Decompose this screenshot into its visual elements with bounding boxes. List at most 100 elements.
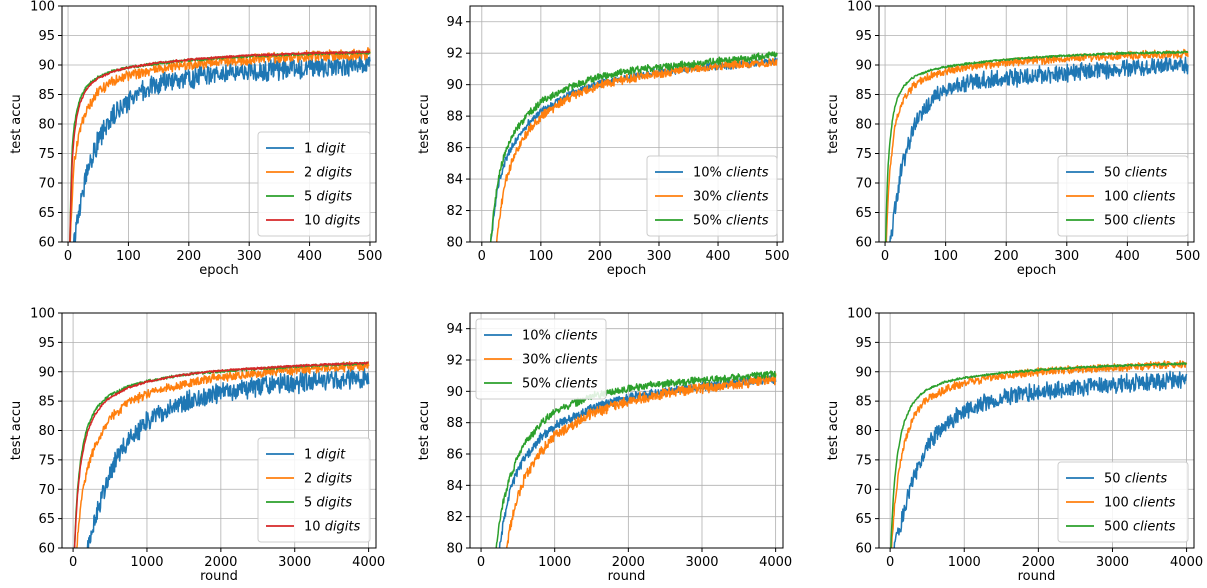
y-axis-label: test accu — [9, 94, 24, 154]
x-tick-label: 2000 — [612, 555, 645, 570]
y-tick-label: 60 — [855, 236, 872, 251]
y-tick-label: 86 — [446, 141, 463, 156]
y-tick-label: 94 — [446, 322, 463, 337]
series-line-30pct-clients — [506, 372, 777, 548]
y-axis-label: test accu — [826, 94, 841, 154]
y-axis-label: test accu — [417, 94, 432, 154]
legend: 50 clients 100 clients 500 clients — [1057, 461, 1189, 543]
series-line-1-digit — [86, 367, 370, 548]
y-tick-label: 85 — [38, 395, 55, 410]
x-tick-label: 0 — [881, 249, 889, 264]
legend-box — [475, 318, 607, 400]
y-tick-label: 82 — [446, 510, 463, 525]
legend: 50 clients 100 clients 500 clients — [1057, 155, 1189, 237]
x-tick-label: 1000 — [948, 555, 981, 570]
series-line-500-clients — [890, 362, 1187, 548]
y-tick-label: 60 — [38, 236, 55, 251]
y-axis-label: test accu — [826, 401, 841, 461]
plot-frame — [469, 5, 784, 243]
x-tick-label: 300 — [1054, 249, 1079, 264]
x-tick-label: 100 — [116, 249, 141, 264]
subplot-3: 0 100 200 300 400 500 60 65 70 75 80 85 90 95 100 epoch… — [826, 0, 1200, 278]
y-tick-label: 92 — [446, 354, 463, 369]
y-tick-label: 90 — [446, 78, 463, 93]
series-line-500-clients — [884, 50, 1189, 242]
x-tick-label: 500 — [358, 249, 383, 264]
x-tick-label: 0 — [886, 555, 894, 570]
legend: 10% clients 30% clients 50% clients — [475, 318, 607, 400]
y-tick-label: 90 — [38, 365, 55, 380]
x-tick-label: 500 — [765, 249, 790, 264]
series-line-30pct-clients — [495, 57, 778, 242]
series-group — [890, 360, 1188, 548]
legend: 1 digit 2 digits 5 digits 10 digits — [257, 437, 371, 543]
legend-label: 500 clients — [1104, 214, 1176, 229]
x-tick-label: 400 — [706, 249, 731, 264]
legend-label: 100 clients — [1104, 190, 1176, 205]
y-tick-label: 75 — [38, 453, 55, 468]
legend-label: 10% clients — [693, 166, 769, 181]
series-group — [69, 47, 371, 242]
subplot-2: 0 100 200 300 400 500 80 82 84 86 88 90 92 94 epoch tes… — [417, 5, 790, 278]
y-tick-label: 80 — [38, 424, 55, 439]
series-line-50pct-clients — [489, 51, 778, 242]
x-tick-label: 200 — [176, 249, 201, 264]
x-tick-label: 0 — [478, 249, 486, 264]
y-tick-label: 80 — [446, 542, 463, 557]
y-tick-label: 85 — [855, 88, 872, 103]
legend-label: 500 clients — [1104, 520, 1176, 535]
y-tick-label: 75 — [38, 147, 55, 162]
y-tick-label: 90 — [855, 365, 872, 380]
x-axis-label: epoch — [1017, 263, 1057, 278]
y-tick-label: 75 — [855, 147, 872, 162]
y-tick-label: 92 — [446, 47, 463, 62]
y-axis-label: test accu — [9, 401, 24, 461]
x-tick-label: 4000 — [1170, 555, 1203, 570]
legend-label: 10 digits — [304, 520, 361, 535]
legend: 1 digit 2 digits 5 digits 10 digits — [257, 131, 371, 237]
x-tick-label: 1000 — [130, 555, 163, 570]
y-tick-label: 70 — [855, 483, 872, 498]
legend-label: 2 digits — [304, 166, 352, 181]
plot-frame — [469, 312, 784, 549]
y-tick-label: 95 — [38, 336, 55, 351]
x-tick-label: 3000 — [685, 555, 718, 570]
legend-label: 50% clients — [693, 214, 769, 229]
series-line-10-digits — [73, 361, 369, 548]
x-tick-label: 0 — [64, 249, 72, 264]
legend-label: 50% clients — [522, 377, 598, 392]
series-line-10-digits — [69, 50, 371, 242]
x-tick-label: 200 — [994, 249, 1019, 264]
y-tick-label: 82 — [446, 204, 463, 219]
legend-label: 50 clients — [1104, 166, 1167, 181]
x-axis-label: epoch — [199, 263, 239, 278]
x-tick-label: 4000 — [352, 555, 385, 570]
subplot-1: 0 100 200 300 400 500 60 65 70 75 80 85 90 95 100 epoch… — [9, 0, 382, 278]
x-tick-label: 3000 — [1096, 555, 1129, 570]
series-line-2-digits — [76, 361, 370, 548]
x-axis-label: round — [200, 569, 238, 584]
legend-box — [1057, 461, 1189, 543]
y-tick-label: 85 — [855, 395, 872, 410]
x-tick-label: 100 — [528, 249, 553, 264]
series-line-100-clients — [885, 48, 1189, 242]
y-tick-label: 90 — [855, 59, 872, 74]
series-group — [73, 361, 370, 548]
y-tick-label: 70 — [38, 177, 55, 192]
x-tick-label: 2000 — [1022, 555, 1055, 570]
series-group — [495, 370, 777, 548]
y-tick-label: 60 — [38, 542, 55, 557]
legend-label: 100 clients — [1104, 496, 1176, 511]
legend-label: 30% clients — [522, 353, 598, 368]
y-tick-label: 90 — [38, 59, 55, 74]
y-tick-label: 80 — [446, 236, 463, 251]
y-tick-label: 60 — [855, 542, 872, 557]
y-tick-label: 95 — [38, 29, 55, 44]
y-tick-label: 75 — [855, 453, 872, 468]
series-line-50-clients — [889, 56, 1189, 242]
y-tick-label: 84 — [446, 173, 463, 188]
y-tick-label: 95 — [855, 29, 872, 44]
series-group — [489, 51, 778, 242]
legend-label: 5 digits — [304, 190, 352, 205]
x-tick-label: 1000 — [538, 555, 571, 570]
